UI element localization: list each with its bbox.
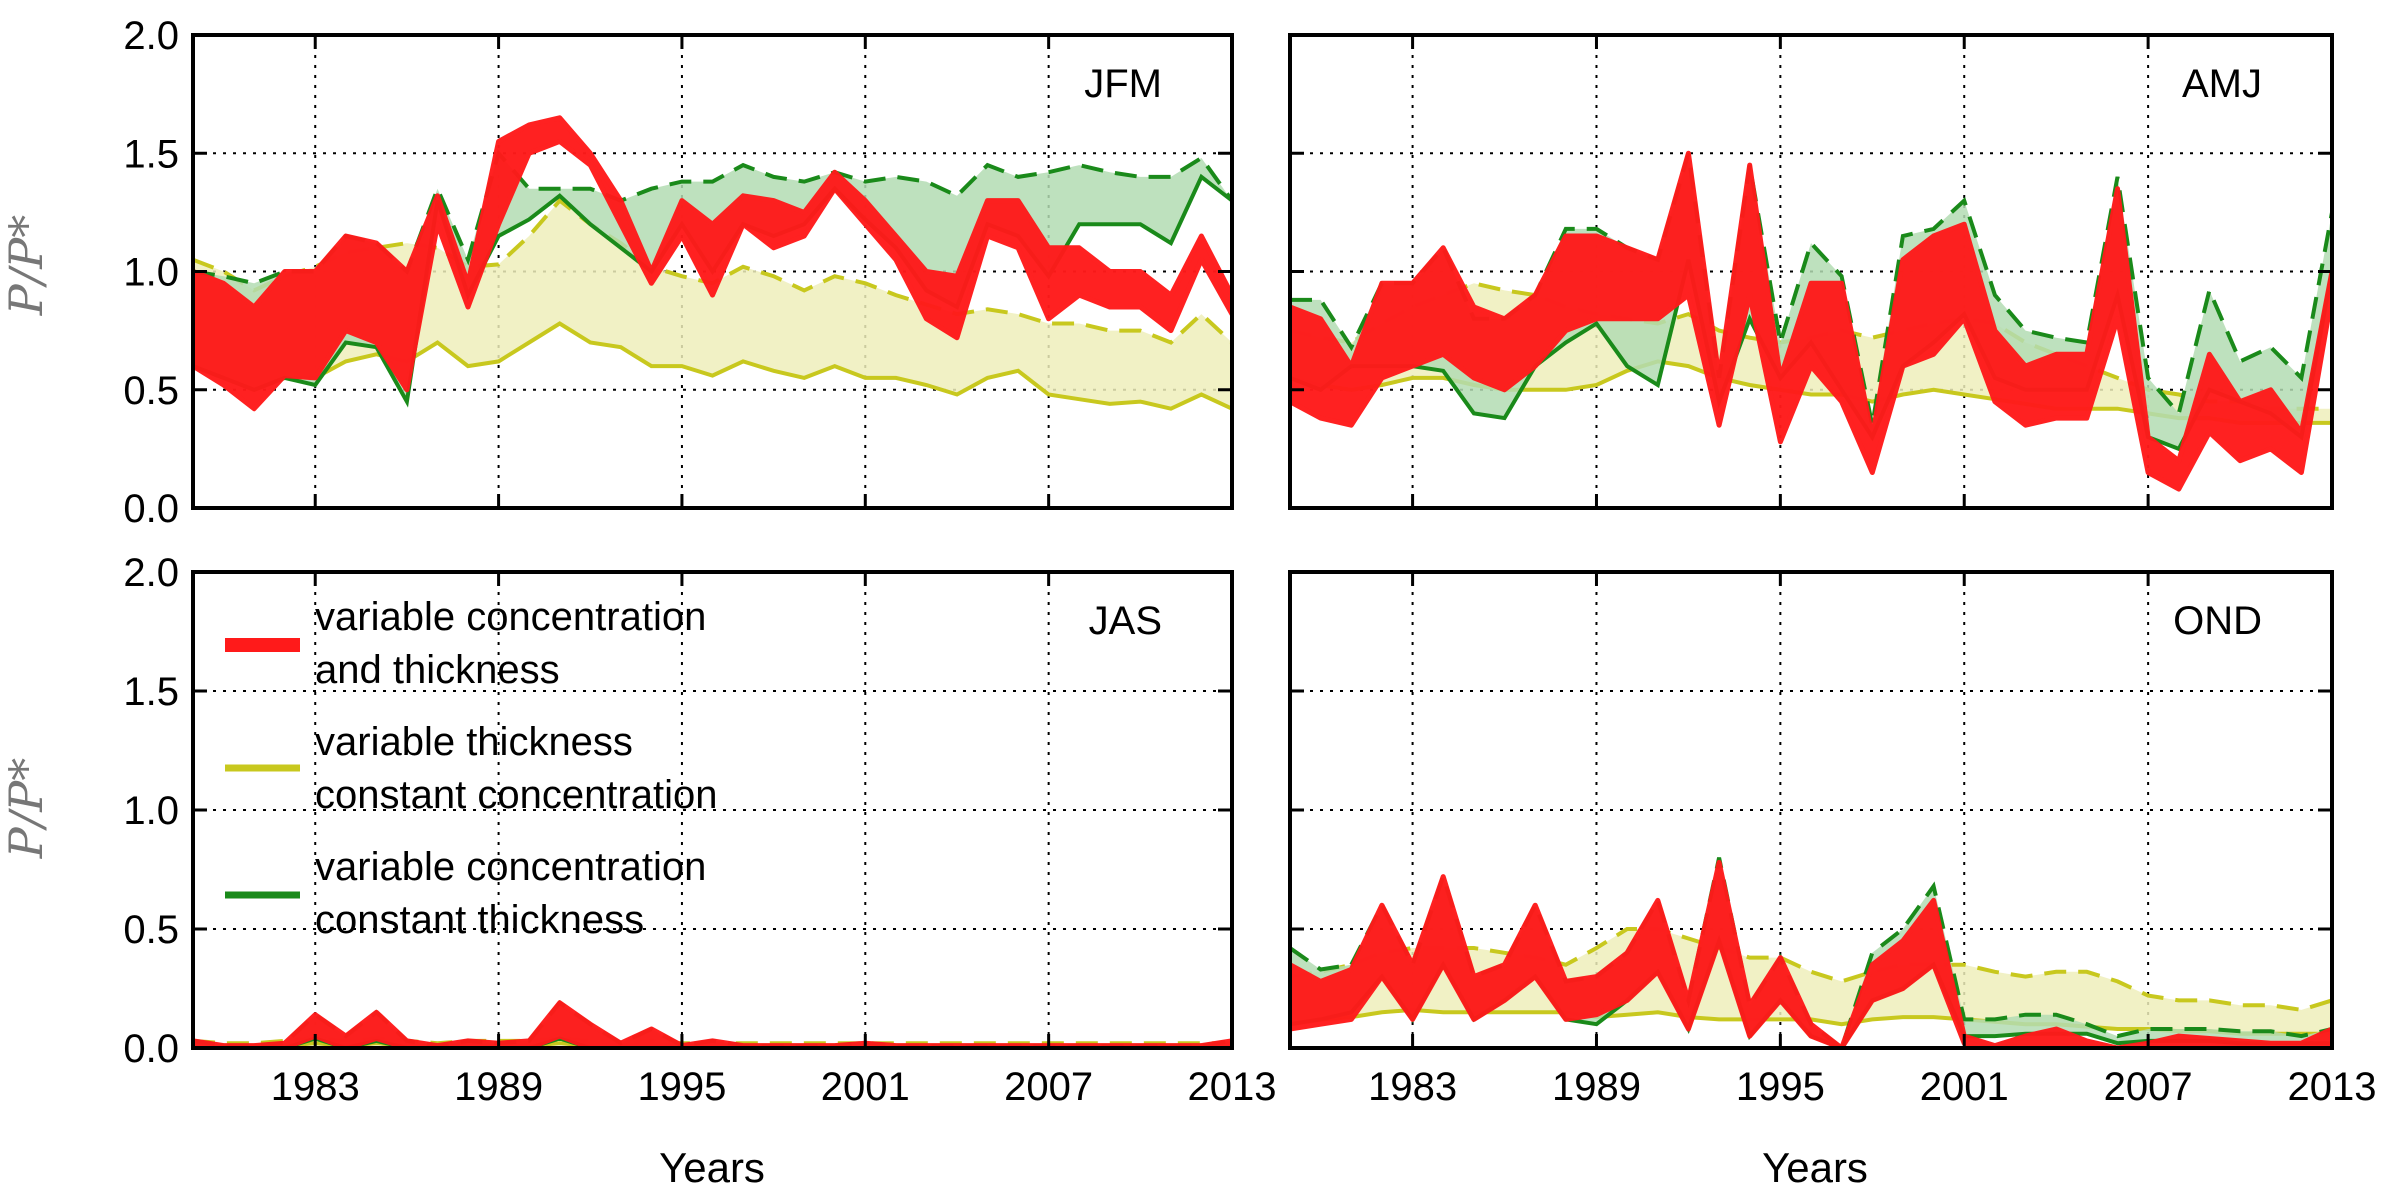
ticks xyxy=(1290,33,2334,510)
y-tick-label: 1.5 xyxy=(123,670,179,714)
x-axis-label-right: Years xyxy=(1762,1144,1868,1191)
x-tick-label: 2001 xyxy=(1920,1065,2009,1109)
x-tick-label: 2013 xyxy=(2288,1065,2377,1109)
x-tick-label: 2007 xyxy=(2104,1065,2193,1109)
legend-label-yellow-line1: variable thickness xyxy=(315,720,633,764)
panel-jas: 0.0 0.5 1.0 1.5 2.0 1983 1989 1995 2001 2007 2013 J… xyxy=(123,551,1276,1109)
panel-title: AMJ xyxy=(2182,62,2262,106)
ticks: 0.0 0.5 1.0 1.5 2.0 xyxy=(123,14,1234,531)
y-tick-label: 0.0 xyxy=(123,487,179,531)
panel-title: JFM xyxy=(1084,62,1162,106)
legend-label-red-line2: and thickness xyxy=(315,648,560,692)
y-tick-label: 0.5 xyxy=(123,908,179,952)
series-band-red xyxy=(1290,150,2332,492)
y-tick-label: 2.0 xyxy=(123,14,179,58)
panel-ond: 1983 1989 1995 2001 2007 2013 OND xyxy=(1288,570,2377,1109)
legend-label-red-line1: variable concentration xyxy=(315,595,706,639)
x-tick-label: 1983 xyxy=(271,1065,360,1109)
ticks: 1983 1989 1995 2001 2007 2013 xyxy=(1290,570,2377,1109)
panel-jfm: 0.0 0.5 1.0 1.5 2.0 JFM xyxy=(123,14,1234,531)
series-upper-line-green xyxy=(193,149,1232,286)
y-tick-label: 1.0 xyxy=(123,789,179,833)
y-tick-label: 2.0 xyxy=(123,551,179,595)
plot-area xyxy=(193,1000,1232,1048)
series-band-yellow xyxy=(1290,929,2332,1034)
legend-label-green-line2: constant thickness xyxy=(315,898,644,942)
panel-title: JAS xyxy=(1089,599,1162,643)
y-axis-label-top: P/P* xyxy=(0,215,53,316)
x-axis-label-left: Years xyxy=(659,1144,765,1191)
panel-title: OND xyxy=(2173,599,2262,643)
series-lower-line-yellow xyxy=(193,321,1232,411)
y-tick-label: 1.5 xyxy=(123,132,179,176)
x-tick-label: 1995 xyxy=(1736,1065,1825,1109)
legend: variable concentration and thickness var… xyxy=(225,595,717,942)
y-tick-label: 0.5 xyxy=(123,369,179,413)
panel-amj: AMJ xyxy=(1288,33,2334,510)
y-tick-label: 1.0 xyxy=(123,251,179,295)
x-tick-label: 1995 xyxy=(637,1065,726,1109)
plot-area xyxy=(1290,857,2332,1048)
y-tick-label: 0.0 xyxy=(123,1027,179,1071)
series-band-red xyxy=(1290,859,2332,1048)
legend-label-green-line1: variable concentration xyxy=(315,845,706,889)
legend-label-yellow-line2: constant concentration xyxy=(315,773,717,817)
plot-area xyxy=(1290,150,2332,492)
series-band-green xyxy=(193,153,1232,402)
series-band-yellow xyxy=(193,200,1232,409)
grid xyxy=(1290,572,2332,1048)
x-tick-label: 1983 xyxy=(1368,1065,1457,1109)
ticks: 0.0 0.5 1.0 1.5 2.0 1983 1989 1995 2001 2007 2013 xyxy=(123,551,1276,1109)
series-band-red xyxy=(193,115,1232,412)
x-tick-label: 2001 xyxy=(821,1065,910,1109)
y-axis-label-bottom: P/P* xyxy=(0,758,53,859)
x-tick-label: 2013 xyxy=(1188,1065,1277,1109)
series-band-red xyxy=(193,1000,1232,1048)
x-tick-label: 1989 xyxy=(454,1065,543,1109)
x-tick-label: 1989 xyxy=(1552,1065,1641,1109)
plot-area xyxy=(193,115,1232,412)
x-tick-label: 2007 xyxy=(1004,1065,1093,1109)
